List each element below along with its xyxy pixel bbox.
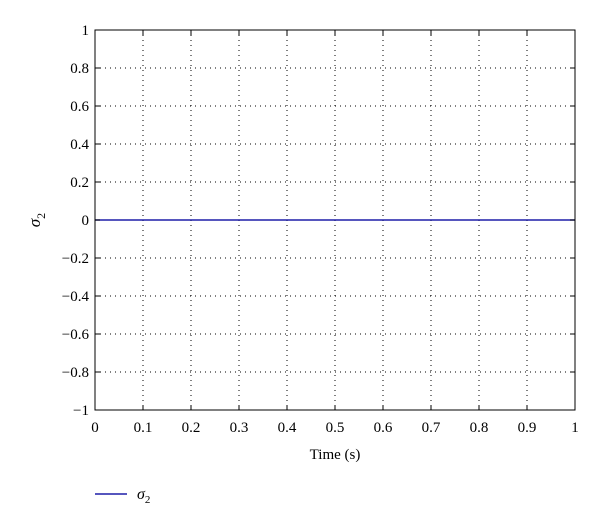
y-tick-label: −0.6 — [62, 327, 90, 343]
x-axis-label: Time (s) — [310, 447, 361, 463]
x-tick-label: 0.3 — [230, 420, 249, 436]
y-tick-label: 0.2 — [70, 175, 89, 191]
x-tick-label: 0.1 — [134, 420, 153, 436]
y-tick-label: −0.4 — [62, 289, 90, 305]
x-tick-label: 0.7 — [422, 420, 441, 436]
x-tick-label: 0.2 — [182, 420, 201, 436]
y-axis-label: σ2 — [25, 213, 48, 227]
y-axis-label-symbol: σ — [25, 218, 44, 227]
legend-label: σ2 — [137, 486, 150, 506]
y-tick-label: 0.4 — [70, 137, 89, 153]
legend-label-subscript: 2 — [145, 494, 151, 506]
y-tick-label: 1 — [82, 23, 90, 39]
y-axis-label-subscript: 2 — [34, 213, 48, 219]
x-tick-label: 0.6 — [374, 420, 393, 436]
x-tick-label: 0.5 — [326, 420, 345, 436]
x-tick-label: 0.4 — [278, 420, 297, 436]
x-tick-label: 1 — [571, 420, 579, 436]
ticks — [94, 29, 576, 411]
legend: σ2 — [95, 486, 150, 506]
legend-label-symbol: σ — [137, 486, 146, 503]
y-tick-label: −0.8 — [62, 365, 89, 381]
x-tick-label: 0.9 — [518, 420, 537, 436]
x-tick-label: 0 — [91, 420, 99, 436]
y-tick-labels: −1 −0.8 −0.6 −0.4 −0.2 0 0.2 0.4 0.6 0.8 1 — [62, 23, 90, 419]
y-tick-label: 0.8 — [70, 61, 89, 77]
y-tick-label: 0 — [82, 213, 90, 229]
x-tick-label: 0.8 — [470, 420, 489, 436]
y-tick-label: −0.2 — [62, 251, 89, 267]
y-tick-label: −1 — [73, 403, 89, 419]
x-tick-labels: 0 0.1 0.2 0.3 0.4 0.5 0.6 0.7 0.8 0.9 1 — [91, 420, 579, 436]
y-tick-label: 0.6 — [70, 99, 89, 115]
